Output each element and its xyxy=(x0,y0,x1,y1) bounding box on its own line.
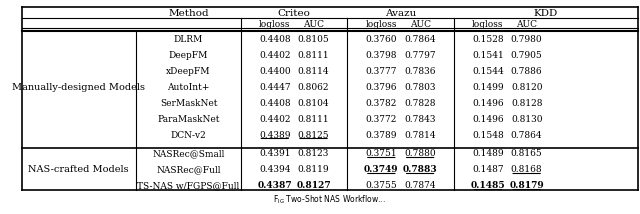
Text: logloss: logloss xyxy=(365,19,397,28)
Text: 0.4400: 0.4400 xyxy=(259,67,291,76)
Text: 0.7828: 0.7828 xyxy=(404,98,436,107)
Text: 0.1528: 0.1528 xyxy=(472,34,504,43)
Text: Avazu: Avazu xyxy=(385,9,417,18)
Text: 0.3798: 0.3798 xyxy=(365,51,397,59)
Text: 0.7864: 0.7864 xyxy=(511,131,543,140)
Text: 0.8125: 0.8125 xyxy=(298,131,330,140)
Text: 0.4408: 0.4408 xyxy=(259,98,291,107)
Text: 0.1496: 0.1496 xyxy=(472,114,504,123)
Text: 0.8111: 0.8111 xyxy=(298,51,330,59)
Text: 0.3755: 0.3755 xyxy=(365,181,397,190)
Text: 0.8062: 0.8062 xyxy=(298,83,330,92)
Text: 0.1485: 0.1485 xyxy=(470,181,505,190)
Text: 0.1544: 0.1544 xyxy=(472,67,504,76)
Text: 0.7886: 0.7886 xyxy=(511,67,543,76)
Text: ParaMaskNet: ParaMaskNet xyxy=(157,114,220,123)
Text: 0.3749: 0.3749 xyxy=(364,165,399,174)
Text: AUC: AUC xyxy=(303,19,324,28)
Text: 0.8120: 0.8120 xyxy=(511,83,543,92)
Text: 0.4394: 0.4394 xyxy=(259,165,291,174)
Text: 0.1487: 0.1487 xyxy=(472,165,504,174)
Text: 0.7843: 0.7843 xyxy=(404,114,436,123)
Text: DeepFM: DeepFM xyxy=(169,51,208,59)
Text: logloss: logloss xyxy=(472,19,504,28)
Text: 0.8179: 0.8179 xyxy=(509,181,544,190)
Text: Manually-designed Models: Manually-designed Models xyxy=(12,83,145,92)
Text: 0.3777: 0.3777 xyxy=(365,67,397,76)
Text: 0.3751: 0.3751 xyxy=(365,150,397,159)
Text: 0.1548: 0.1548 xyxy=(472,131,504,140)
Text: NASRec@Small: NASRec@Small xyxy=(152,150,225,159)
Text: 0.1496: 0.1496 xyxy=(472,98,504,107)
Text: 0.8114: 0.8114 xyxy=(298,67,330,76)
Text: 0.3796: 0.3796 xyxy=(365,83,397,92)
Text: SerMaskNet: SerMaskNet xyxy=(160,98,218,107)
Text: 0.8105: 0.8105 xyxy=(298,34,330,43)
Text: 0.8104: 0.8104 xyxy=(298,98,330,107)
Text: 0.4408: 0.4408 xyxy=(259,34,291,43)
Text: 0.1541: 0.1541 xyxy=(472,51,504,59)
Text: DCN-v2: DCN-v2 xyxy=(171,131,207,140)
Text: 0.8127: 0.8127 xyxy=(296,181,331,190)
Text: 0.1489: 0.1489 xyxy=(472,150,504,159)
Text: 0.8130: 0.8130 xyxy=(511,114,543,123)
Text: 0.7880: 0.7880 xyxy=(404,150,436,159)
Text: AUC: AUC xyxy=(516,19,537,28)
Text: 0.8111: 0.8111 xyxy=(298,114,330,123)
Text: logloss: logloss xyxy=(259,19,291,28)
Text: 0.4447: 0.4447 xyxy=(259,83,291,92)
Text: 0.4391: 0.4391 xyxy=(259,150,291,159)
Text: 0.7980: 0.7980 xyxy=(511,34,543,43)
Text: 0.7797: 0.7797 xyxy=(404,51,436,59)
Text: 0.7874: 0.7874 xyxy=(404,181,436,190)
Text: 0.3760: 0.3760 xyxy=(365,34,397,43)
Text: 0.8123: 0.8123 xyxy=(298,150,329,159)
Text: 0.8168: 0.8168 xyxy=(511,165,543,174)
Text: xDeepFM: xDeepFM xyxy=(166,67,211,76)
Text: 0.1499: 0.1499 xyxy=(472,83,504,92)
Text: $\mathrm{F_{IG}}$ Two-Shot NAS Workflow...: $\mathrm{F_{IG}}$ Two-Shot NAS Workflow.… xyxy=(273,194,387,206)
Text: Criteo: Criteo xyxy=(278,9,310,18)
Text: 0.8119: 0.8119 xyxy=(298,165,330,174)
Text: 0.4402: 0.4402 xyxy=(259,51,291,59)
Text: 0.3789: 0.3789 xyxy=(365,131,397,140)
Text: 0.3782: 0.3782 xyxy=(365,98,397,107)
Text: 0.4387: 0.4387 xyxy=(257,181,292,190)
Text: 0.8165: 0.8165 xyxy=(511,150,543,159)
Text: NAS-crafted Models: NAS-crafted Models xyxy=(28,165,129,174)
Text: 0.7814: 0.7814 xyxy=(404,131,436,140)
Text: 0.7836: 0.7836 xyxy=(404,67,436,76)
Text: 0.7905: 0.7905 xyxy=(511,51,543,59)
Text: AUC: AUC xyxy=(410,19,431,28)
Text: 0.3772: 0.3772 xyxy=(365,114,397,123)
Text: KDD: KDD xyxy=(534,9,558,18)
Text: 0.8128: 0.8128 xyxy=(511,98,543,107)
Text: DLRM: DLRM xyxy=(174,34,203,43)
Text: 0.4402: 0.4402 xyxy=(259,114,291,123)
Text: NASRec@Full: NASRec@Full xyxy=(156,165,221,174)
Text: TS-NAS w/FGPS@Full: TS-NAS w/FGPS@Full xyxy=(138,181,240,190)
Text: AutoInt+: AutoInt+ xyxy=(168,83,210,92)
Text: Method: Method xyxy=(168,9,209,18)
Text: 0.7803: 0.7803 xyxy=(404,83,436,92)
Text: 0.7864: 0.7864 xyxy=(404,34,436,43)
Text: 0.7883: 0.7883 xyxy=(403,165,438,174)
Text: 0.4389: 0.4389 xyxy=(259,131,291,140)
